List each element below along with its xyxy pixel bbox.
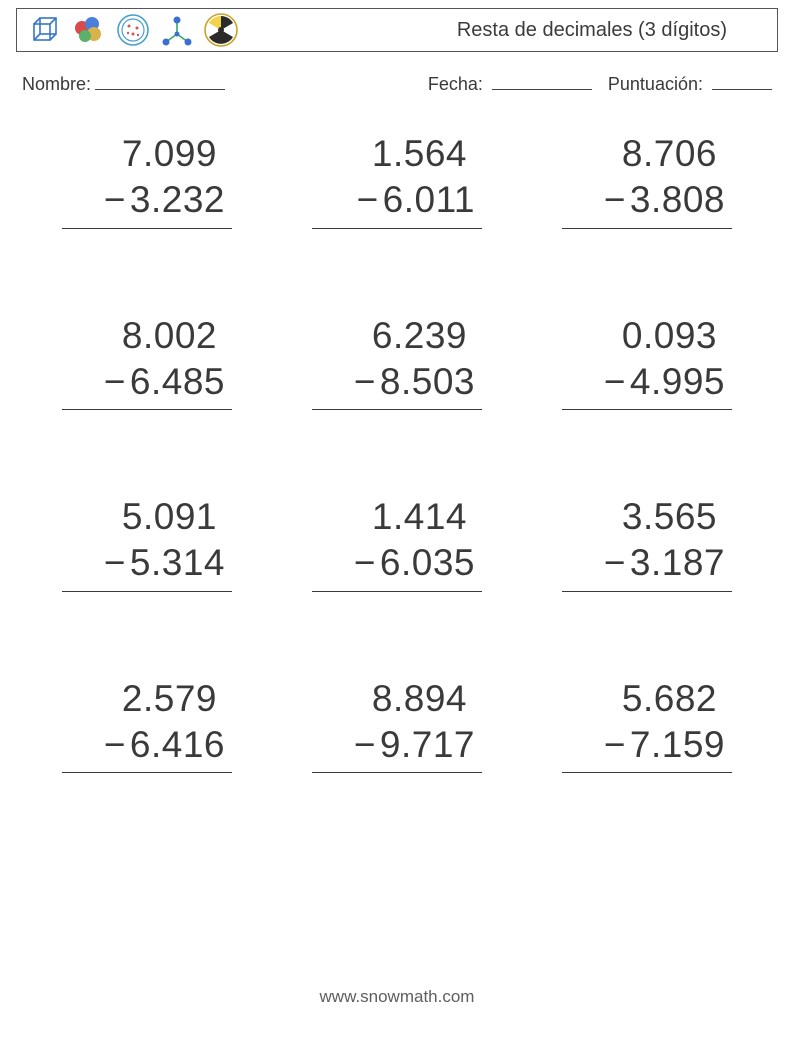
- problem-bottom: −3.187: [569, 540, 725, 586]
- problem: 7.099−3.232: [22, 131, 272, 229]
- minus-sign: −: [104, 179, 126, 220]
- problem-top: 5.682: [577, 676, 717, 722]
- problem-top: 7.099: [77, 131, 217, 177]
- date-label: Fecha:: [428, 74, 483, 94]
- problem: 8.002−6.485: [22, 313, 272, 411]
- problem-bottom: −4.995: [569, 359, 725, 405]
- problem-top: 1.564: [327, 131, 467, 177]
- problem-rule: [562, 409, 732, 410]
- minus-sign: −: [354, 361, 376, 402]
- problem-bottom: −6.416: [69, 722, 225, 768]
- header-box: Resta de decimales (3 dígitos): [16, 8, 778, 52]
- problem-rule: [562, 591, 732, 592]
- minus-sign: −: [604, 724, 626, 765]
- score-blank: [712, 75, 772, 90]
- minus-sign: −: [604, 542, 626, 583]
- minus-sign: −: [357, 179, 379, 220]
- problem-rule: [312, 228, 482, 229]
- minus-sign: −: [604, 179, 626, 220]
- minus-sign: −: [104, 361, 126, 402]
- problem-top: 5.091: [77, 494, 217, 540]
- footer-text: www.snowmath.com: [0, 987, 794, 1007]
- problem-bottom: −6.035: [319, 540, 475, 586]
- problem-rule: [562, 228, 732, 229]
- problem: 1.564−6.011: [272, 131, 522, 229]
- problem-top: 0.093: [577, 313, 717, 359]
- problem-rule: [62, 772, 232, 773]
- problem-rule: [312, 591, 482, 592]
- molecule-icon: [159, 12, 195, 48]
- score-label: Puntuación:: [608, 74, 703, 94]
- problem-top: 8.894: [327, 676, 467, 722]
- minus-sign: −: [354, 724, 376, 765]
- cube-icon: [27, 12, 63, 48]
- problem: 5.682−7.159: [522, 676, 772, 774]
- problems-grid: 7.099−3.2321.564−6.0118.706−3.8088.002−6…: [12, 131, 782, 773]
- date-blank: [492, 75, 592, 90]
- problem-rule: [62, 591, 232, 592]
- problem-bottom: −6.011: [319, 177, 475, 223]
- problem: 8.894−9.717: [272, 676, 522, 774]
- problem-rule: [312, 409, 482, 410]
- problem: 6.239−8.503: [272, 313, 522, 411]
- radiation-icon: [203, 12, 239, 48]
- problem-top: 1.414: [327, 494, 467, 540]
- problem: 2.579−6.416: [22, 676, 272, 774]
- problem-top: 8.002: [77, 313, 217, 359]
- problem-top: 3.565: [577, 494, 717, 540]
- problem-bottom: −6.485: [69, 359, 225, 405]
- balloons-icon: [71, 12, 107, 48]
- problem-rule: [62, 409, 232, 410]
- name-label: Nombre:: [22, 74, 91, 95]
- petri-icon: [115, 12, 151, 48]
- problem: 5.091−5.314: [22, 494, 272, 592]
- problem-rule: [312, 772, 482, 773]
- problem-bottom: −5.314: [69, 540, 225, 586]
- minus-sign: −: [104, 542, 126, 583]
- problem-top: 8.706: [577, 131, 717, 177]
- problem-rule: [562, 772, 732, 773]
- minus-sign: −: [104, 724, 126, 765]
- meta-row: Nombre: Fecha: Puntuación:: [12, 74, 782, 95]
- problem-top: 6.239: [327, 313, 467, 359]
- problem-bottom: −3.808: [569, 177, 725, 223]
- problem: 1.414−6.035: [272, 494, 522, 592]
- problem-top: 2.579: [77, 676, 217, 722]
- problem: 3.565−3.187: [522, 494, 772, 592]
- name-blank: [95, 75, 225, 90]
- problem-bottom: −3.232: [69, 177, 225, 223]
- problem: 0.093−4.995: [522, 313, 772, 411]
- problem-bottom: −9.717: [319, 722, 475, 768]
- problem: 8.706−3.808: [522, 131, 772, 229]
- problem-rule: [62, 228, 232, 229]
- minus-sign: −: [604, 361, 626, 402]
- minus-sign: −: [354, 542, 376, 583]
- problem-bottom: −8.503: [319, 359, 475, 405]
- icon-row: [27, 12, 239, 48]
- problem-bottom: −7.159: [569, 722, 725, 768]
- worksheet-title: Resta de decimales (3 dígitos): [457, 19, 767, 42]
